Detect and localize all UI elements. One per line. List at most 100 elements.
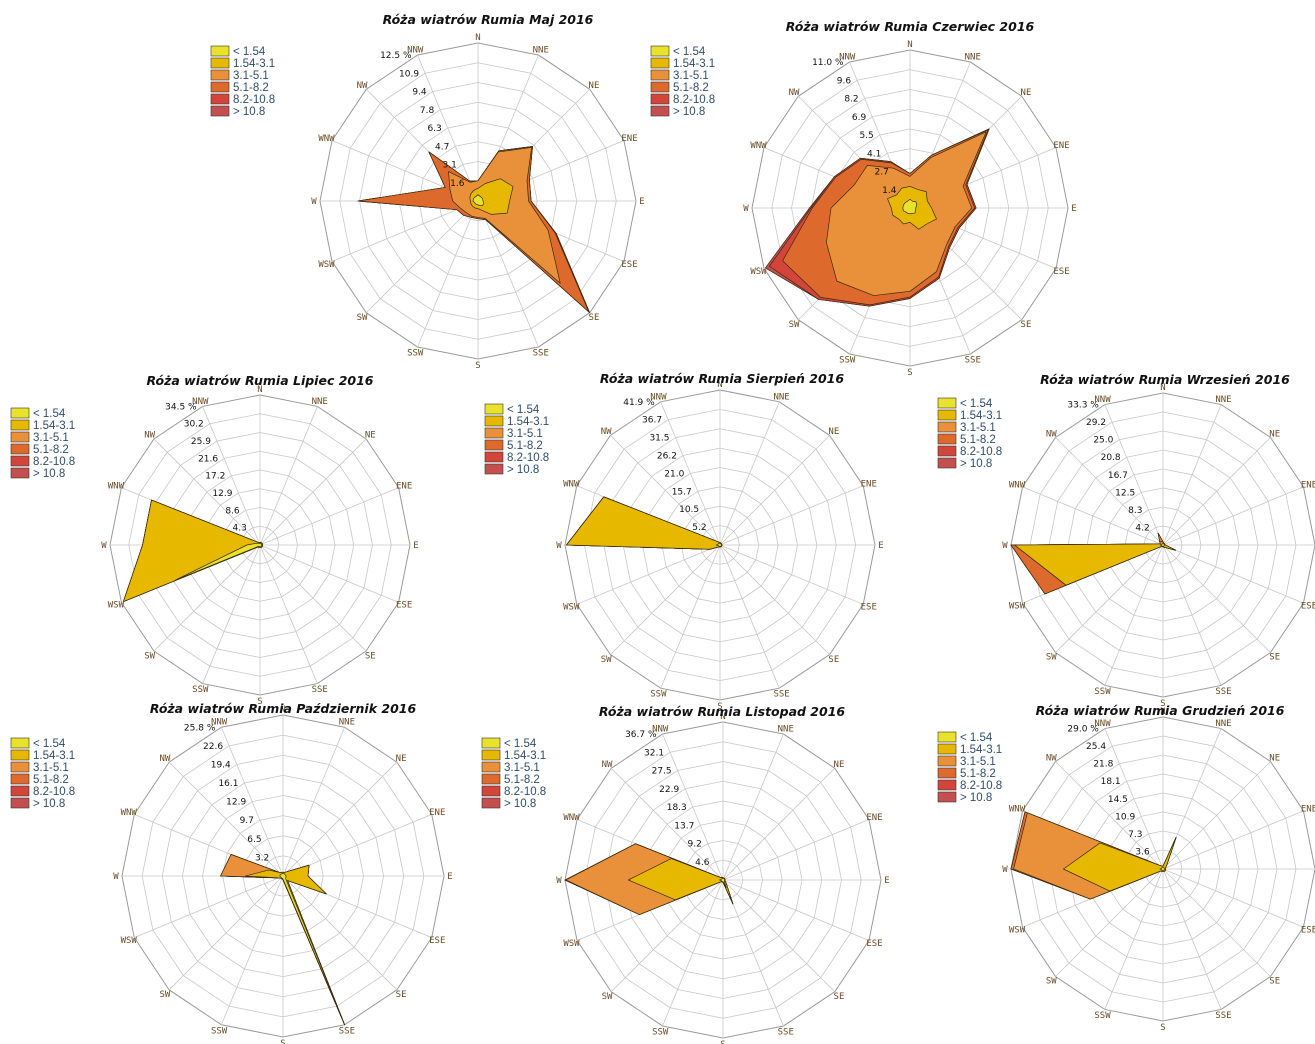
grid-spoke — [719, 544, 830, 655]
legend-swatch — [937, 445, 957, 457]
direction-label: SSW — [1094, 1011, 1111, 1021]
legend-label: < 1.54 — [960, 398, 993, 410]
direction-label: S — [280, 1039, 285, 1044]
series-area — [719, 877, 727, 889]
grid-spoke — [202, 544, 261, 684]
grid-spoke — [1055, 544, 1164, 653]
direction-label: W — [311, 197, 317, 207]
legend-label: < 1.54 — [33, 738, 66, 750]
radial-tick-label: 32.1 — [644, 748, 664, 758]
wind-rose-chart: 1.4 2.7 4.1 5.5 6.9 8.2 9.6 11.0 % N NNE NE ENE E ESE… — [650, 19, 1077, 378]
chart-title: Róża wiatrów Rumia Sierpień 2016 — [600, 371, 844, 386]
grid-spoke — [719, 544, 780, 689]
radial-tick-label: 12.9 — [212, 489, 232, 499]
legend-swatch — [650, 69, 670, 81]
legend-label: 8.2-10.8 — [33, 456, 75, 468]
radial-tick-label: 16.1 — [218, 779, 238, 789]
grid-spoke — [1055, 437, 1164, 546]
radial-tick-label: 15.7 — [672, 487, 692, 497]
radial-tick-label: 21.0 — [664, 469, 684, 479]
direction-label: NE — [1269, 429, 1280, 439]
radial-tick-label: 36.7 % — [625, 730, 657, 740]
radial-tick-label: 1.6 — [450, 179, 465, 189]
legend-label: 3.1-5.1 — [673, 70, 709, 82]
direction-label: NW — [1046, 753, 1057, 763]
legend-swatch — [937, 779, 957, 791]
series-area — [1063, 837, 1177, 892]
direction-label: SSE — [339, 1026, 355, 1036]
grid-spoke — [259, 544, 318, 684]
grid-spoke — [1022, 486, 1164, 546]
legend-label: 1.54-3.1 — [507, 416, 549, 428]
legend-label: 5.1-8.2 — [233, 82, 269, 94]
radial-tick-label: 7.3 — [1128, 830, 1142, 840]
radial-tick-label: 27.5 — [652, 767, 672, 777]
grid-spoke — [282, 875, 398, 991]
radial-tick-label: 10.5 — [679, 505, 699, 515]
chart-title: Róża wiatrów Rumia Listopad 2016 — [599, 704, 846, 719]
legend-swatch — [10, 749, 30, 761]
direction-label: NNW — [407, 45, 424, 55]
grid-spoke — [660, 401, 721, 546]
legend-swatch — [10, 785, 30, 797]
legend-label: 8.2-10.8 — [960, 780, 1002, 792]
legend: < 1.541.54-3.13.1-5.15.1-8.28.2-10.8> 10… — [937, 397, 1002, 470]
direction-label: E — [1071, 204, 1076, 214]
direction-label: SE — [1269, 653, 1280, 663]
legend-swatch — [650, 45, 670, 57]
grid-spoke — [202, 406, 261, 546]
direction-label: NNE — [773, 392, 789, 402]
radial-tick-label: 14.5 — [1108, 795, 1128, 805]
radial-tick-label: 8.2 — [844, 95, 858, 105]
series-area — [448, 147, 561, 284]
direction-label: ENE — [1053, 141, 1069, 151]
legend-swatch — [10, 737, 30, 749]
legend-swatch — [484, 463, 504, 475]
grid-spoke — [722, 879, 836, 993]
direction-label: SW — [144, 651, 155, 661]
radial-tick-label: 10.9 — [399, 69, 419, 79]
legend-label: 3.1-5.1 — [960, 422, 996, 434]
legend-swatch — [10, 761, 30, 773]
legend-swatch — [650, 105, 670, 117]
legend-swatch — [484, 451, 504, 463]
grid-spoke — [168, 761, 284, 877]
legend-swatch — [937, 755, 957, 767]
chart-title: Róża wiatrów Rumia Wrzesień 2016 — [1040, 372, 1290, 387]
legend-label: < 1.54 — [33, 408, 66, 420]
legend: < 1.541.54-3.13.1-5.15.1-8.28.2-10.8> 10… — [484, 403, 549, 476]
legend-label: 8.2-10.8 — [960, 446, 1002, 458]
radial-tick-label: 26.2 — [657, 451, 677, 461]
grid-spoke — [153, 438, 261, 546]
legend-swatch — [10, 407, 30, 419]
legend-swatch — [937, 457, 957, 469]
legend-label: 3.1-5.1 — [33, 432, 69, 444]
radial-tick-label: 22.6 — [203, 742, 223, 752]
grid-spoke — [1162, 544, 1271, 653]
grid-spoke — [1162, 761, 1271, 870]
direction-label: NE — [589, 81, 600, 91]
direction-label: WNW — [563, 479, 580, 489]
direction-label: NNW — [650, 392, 667, 402]
grid-spoke — [417, 200, 479, 348]
legend-label: > 10.8 — [673, 106, 705, 118]
grid-spoke — [1162, 486, 1304, 546]
direction-label: ENE — [861, 479, 877, 489]
direction-label: N — [720, 712, 725, 722]
radial-tick-label: 4.7 — [435, 142, 449, 152]
direction-label: W — [1002, 541, 1008, 551]
direction-label: NW — [1046, 429, 1057, 439]
grid-spoke — [1162, 810, 1304, 870]
legend: < 1.541.54-3.13.1-5.15.1-8.28.2-10.8> 10… — [937, 731, 1002, 804]
direction-label: SSW — [650, 690, 667, 700]
legend-swatch — [210, 45, 230, 57]
direction-label: E — [878, 541, 883, 551]
grid-spoke — [168, 875, 284, 991]
series-area — [1014, 541, 1177, 586]
grid-spoke — [1162, 437, 1271, 546]
direction-label: WSW — [121, 936, 138, 946]
radial-tick-label: 11.0 % — [812, 58, 844, 68]
legend-label: < 1.54 — [960, 732, 993, 744]
direction-label: NNW — [1094, 719, 1111, 729]
radial-tick-label: 36.7 — [642, 416, 662, 426]
